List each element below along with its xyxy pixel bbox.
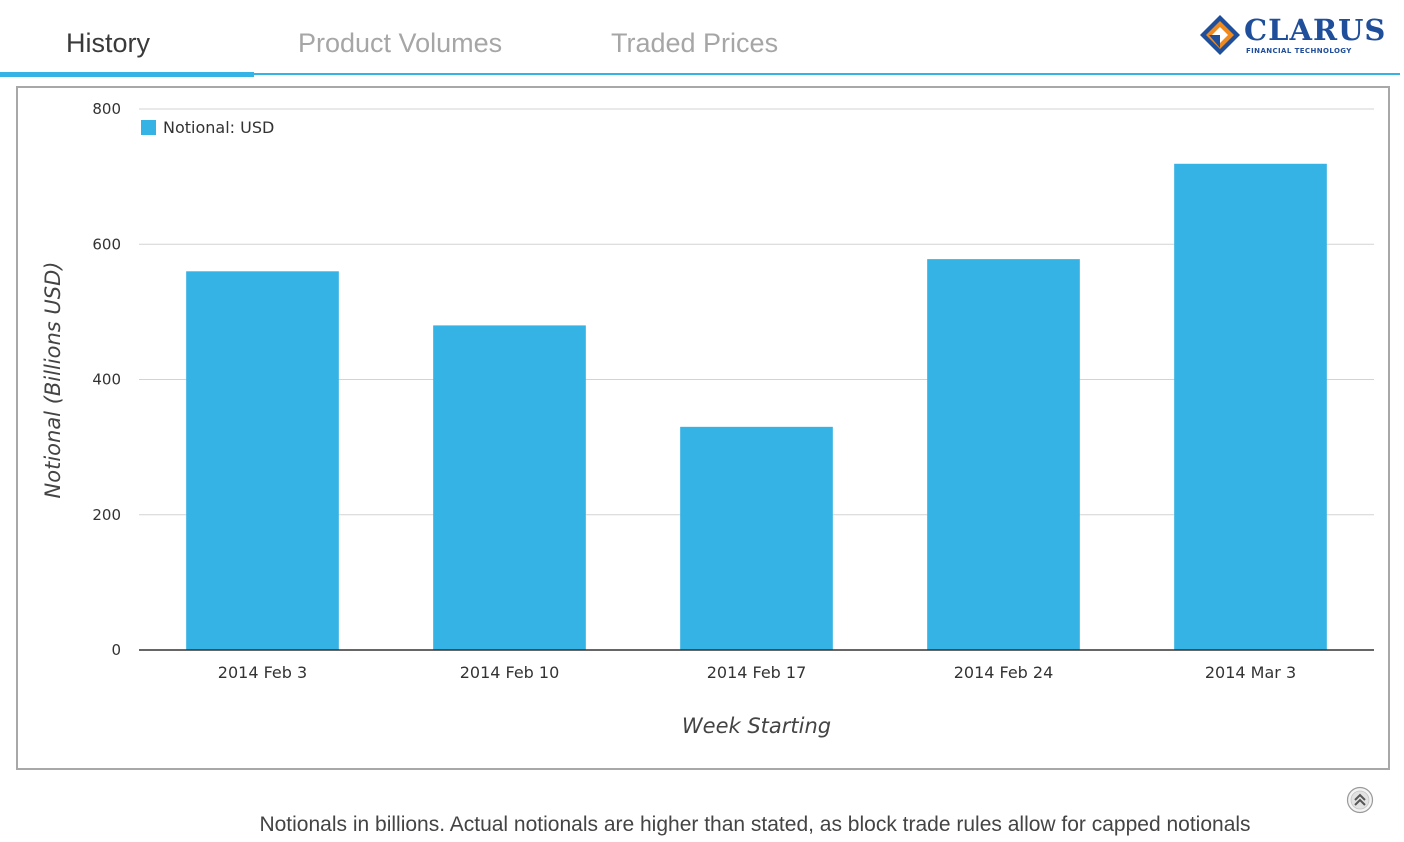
active-tab-indicator [0,72,254,77]
bar [186,271,339,650]
tab-history[interactable]: History [66,28,151,58]
y-tick-label: 400 [92,371,121,389]
y-tick-label: 600 [92,235,121,253]
bar-chart: 0 200 400 600 800 2014 Feb 3 2014 Feb 10 2014 F… [41,100,1374,738]
logo-subtitle: FINANCIAL TECHNOLOGY [1246,47,1352,55]
y-tick-label: 800 [92,100,121,118]
y-axis-title: Notional (Billions USD) [41,262,65,499]
logo-wordmark: CLARUS [1244,13,1387,47]
bar [1174,163,1327,650]
tab-bar: History Product Volumes Traded Prices [0,0,1400,78]
x-axis-title: Week Starting [682,714,831,738]
x-tick-label: 2014 Feb 3 [218,663,307,682]
x-tick-label: 2014 Feb 24 [954,663,1054,682]
tab-product-volumes[interactable]: Product Volumes [298,28,503,58]
scroll-to-top-icon[interactable] [1346,786,1374,814]
bar [680,426,833,650]
legend-label: Notional: USD [163,118,274,137]
x-tick-label: 2014 Feb 10 [460,663,560,682]
x-tick-label: 2014 Feb 17 [707,663,807,682]
x-tick-label: 2014 Mar 3 [1205,663,1296,682]
footnote: Notionals in billions. Actual notionals … [259,813,1251,836]
tab-underline [0,73,1400,75]
clarus-logo-mark [1200,15,1240,55]
bar [433,325,586,650]
tab-traded-prices[interactable]: Traded Prices [611,28,779,58]
bar [927,259,1080,650]
y-tick-label: 200 [92,506,121,524]
chart-container: 0 200 400 600 800 2014 Feb 3 2014 Feb 10 2014 F… [16,86,1390,770]
clarus-logo: CLARUS FINANCIAL TECHNOLOGY [1198,12,1388,62]
y-tick-label: 0 [111,641,121,659]
legend-swatch [141,120,156,135]
